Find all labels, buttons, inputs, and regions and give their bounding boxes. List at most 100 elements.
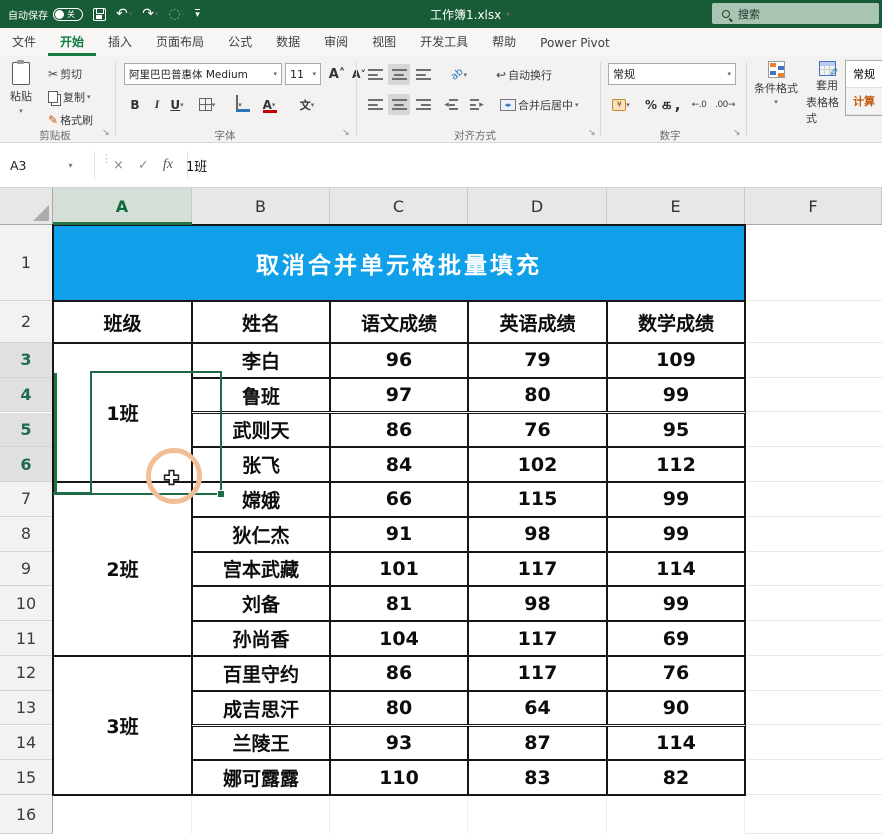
column-header-D[interactable]: D xyxy=(468,188,607,225)
font-dialog-launcher[interactable]: ↘ xyxy=(342,128,350,138)
font-color-button[interactable]: A ▾ xyxy=(262,97,277,113)
tab-5[interactable]: 数据 xyxy=(276,35,301,49)
row-header-14[interactable]: 14 xyxy=(0,725,53,761)
number-dialog-launcher[interactable]: ↘ xyxy=(733,128,741,138)
accounting-format-button[interactable]: ¥ ▾ xyxy=(606,94,636,115)
document-title[interactable]: 工作簿1.xlsx ▾ xyxy=(430,0,510,28)
row-header-13[interactable]: 13 xyxy=(0,690,53,726)
increase-indent-button[interactable]: ▸ xyxy=(466,94,488,115)
cell-F7[interactable] xyxy=(745,482,882,517)
cell-D15[interactable]: 83 xyxy=(468,760,607,795)
cell-D11[interactable]: 117 xyxy=(468,621,607,656)
cell-F14[interactable] xyxy=(745,725,882,761)
save-button[interactable] xyxy=(93,7,106,21)
header-cell-A2[interactable]: 班级 xyxy=(53,301,192,343)
cell-B4[interactable]: 鲁班 xyxy=(192,377,330,413)
select-all-corner[interactable] xyxy=(0,188,53,225)
cell-B13[interactable]: 成吉思汗 xyxy=(192,690,330,726)
bold-button[interactable]: B xyxy=(130,97,140,112)
cell-C7[interactable]: 66 xyxy=(330,482,468,517)
font-name-combo[interactable]: 阿里巴巴普惠体 Medium ▾ xyxy=(124,63,282,85)
column-header-B[interactable]: B xyxy=(192,188,330,225)
row-header-12[interactable]: 12 xyxy=(0,655,53,691)
decrease-font-size-button[interactable]: A˅ xyxy=(351,68,366,81)
cell-E14[interactable]: 114 xyxy=(607,725,745,761)
align-top-button[interactable] xyxy=(364,64,386,85)
tab-4[interactable]: 公式 xyxy=(228,35,253,49)
cell-E8[interactable]: 99 xyxy=(607,516,745,552)
orientation-button[interactable]: ab ▾ xyxy=(448,66,467,83)
name-box[interactable]: A3 ▾ xyxy=(0,151,95,179)
cell-C3[interactable]: 96 xyxy=(330,343,468,378)
alignment-dialog-launcher[interactable]: ↘ xyxy=(588,128,596,138)
header-cell-B2[interactable]: 姓名 xyxy=(192,301,330,343)
cell-B16[interactable] xyxy=(192,795,330,834)
format-painter-button[interactable]: ✎ 格式刷 xyxy=(48,112,93,128)
cell-E6[interactable]: 112 xyxy=(607,447,745,483)
cell-F5[interactable] xyxy=(745,412,882,448)
row-header-2[interactable]: 2 xyxy=(0,301,53,343)
redo-button[interactable]: ↷ ▾ xyxy=(142,0,158,28)
cell-B7[interactable]: 嫦娥 xyxy=(192,482,330,517)
header-cell-D2[interactable]: 英语成绩 xyxy=(468,301,607,343)
cell-D14[interactable]: 87 xyxy=(468,725,607,761)
cell-B15[interactable]: 娜可露露 xyxy=(192,760,330,795)
cell-D16[interactable] xyxy=(468,795,607,834)
cell-B10[interactable]: 刘备 xyxy=(192,586,330,622)
cell-F2[interactable] xyxy=(745,301,882,343)
merged-class-cell-2[interactable]: 2班 xyxy=(53,482,192,656)
cell-E5[interactable]: 95 xyxy=(607,412,745,448)
cell-E13[interactable]: 90 xyxy=(607,690,745,726)
cell-C6[interactable]: 84 xyxy=(330,447,468,483)
copy-button[interactable]: 复制 ▾ xyxy=(48,89,91,105)
align-left-button[interactable] xyxy=(364,94,386,115)
row-header-4[interactable]: 4 xyxy=(0,377,53,413)
cell-F11[interactable] xyxy=(745,621,882,656)
cell-E3[interactable]: 109 xyxy=(607,343,745,378)
cell-C11[interactable]: 104 xyxy=(330,621,468,656)
cell-E4[interactable]: 99 xyxy=(607,377,745,413)
cell-B5[interactable]: 武则天 xyxy=(192,412,330,448)
phonetic-guide-button[interactable]: 文 ▾ xyxy=(299,98,315,112)
cell-D3[interactable]: 79 xyxy=(468,343,607,378)
comma-style-button[interactable]: ௧ , xyxy=(661,94,681,114)
decrease-decimal-button[interactable]: .00→ xyxy=(715,99,735,110)
tab-2[interactable]: 插入 xyxy=(108,35,133,49)
cell-E15[interactable]: 82 xyxy=(607,760,745,795)
cell-B12[interactable]: 百里守约 xyxy=(192,655,330,691)
cell-B9[interactable]: 宫本武藏 xyxy=(192,551,330,587)
cell-C14[interactable]: 93 xyxy=(330,725,468,761)
cell-C16[interactable] xyxy=(330,795,468,834)
align-center-button[interactable] xyxy=(388,94,410,115)
insert-function-button[interactable]: fx xyxy=(162,157,173,172)
formula-bar-input[interactable]: 1班 xyxy=(186,159,208,175)
conditional-formatting-button[interactable]: 条件格式 ▾ xyxy=(748,61,804,106)
row-header-1[interactable]: 1 xyxy=(0,225,53,301)
merged-class-cell-1[interactable]: 1班 xyxy=(53,343,192,483)
autosave-toggle[interactable]: 自动保存 关 xyxy=(8,7,83,22)
merge-center-button[interactable]: ◂▸ 合并后居中 ▾ xyxy=(500,97,579,113)
cell-D5[interactable]: 76 xyxy=(468,412,607,448)
cell-B3[interactable]: 李白 xyxy=(192,343,330,378)
cell-A16[interactable] xyxy=(53,795,192,834)
cell-D4[interactable]: 80 xyxy=(468,377,607,413)
align-middle-button[interactable] xyxy=(388,64,410,85)
tab-10[interactable]: Power Pivot xyxy=(540,36,610,50)
autosave-switch[interactable]: 关 xyxy=(53,7,83,21)
cell-E7[interactable]: 99 xyxy=(607,482,745,517)
column-header-F[interactable]: F xyxy=(745,188,882,225)
cell-F4[interactable] xyxy=(745,377,882,413)
fill-handle[interactable] xyxy=(217,490,225,498)
number-format-combo[interactable]: 常规 ▾ xyxy=(608,63,736,85)
percent-style-button[interactable]: % xyxy=(644,97,658,112)
paste-button[interactable]: 粘贴 ▾ xyxy=(10,60,32,115)
cell-F15[interactable] xyxy=(745,760,882,795)
cell-C5[interactable]: 86 xyxy=(330,412,468,448)
cell-D13[interactable]: 64 xyxy=(468,690,607,726)
row-header-9[interactable]: 9 xyxy=(0,551,53,587)
cell-C8[interactable]: 91 xyxy=(330,516,468,552)
row-header-11[interactable]: 11 xyxy=(0,621,53,656)
customize-qat-button[interactable]: ▾ xyxy=(195,9,200,20)
cell-C13[interactable]: 80 xyxy=(330,690,468,726)
cell-F13[interactable] xyxy=(745,690,882,726)
